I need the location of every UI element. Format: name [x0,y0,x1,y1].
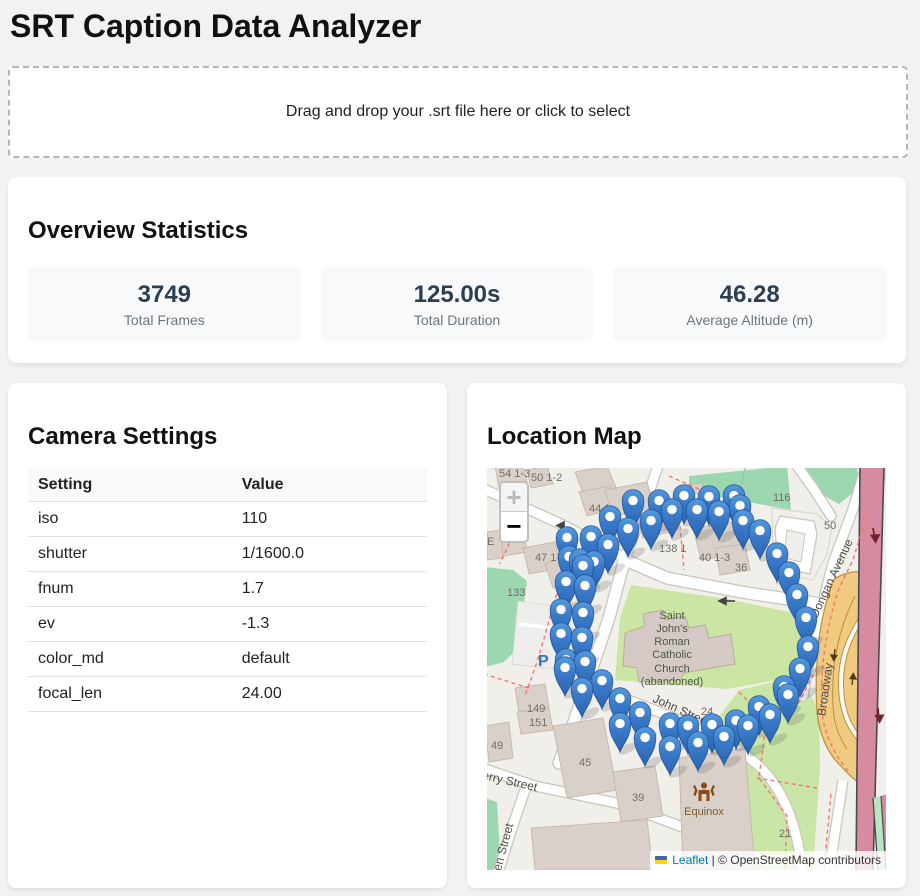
svg-text:E: E [487,536,494,548]
svg-text:40 1-3: 40 1-3 [699,552,730,564]
svg-text:21: 21 [779,828,791,840]
svg-text:116: 116 [773,492,791,504]
svg-text:50: 50 [824,520,836,532]
svg-text:P: P [538,653,549,670]
svg-text:Church: Church [654,663,689,675]
svg-text:Saint: Saint [659,610,684,622]
svg-text:Roman: Roman [654,636,689,648]
svg-text:149: 149 [527,703,545,715]
svg-text:49: 49 [491,740,503,752]
svg-text:54 1-3: 54 1-3 [499,468,530,480]
svg-text:36: 36 [735,562,747,574]
svg-text:151: 151 [529,717,547,729]
svg-text:138 1: 138 1 [659,543,687,555]
svg-text:50 1-2: 50 1-2 [531,472,562,484]
svg-text:(abandoned): (abandoned) [641,676,703,688]
svg-text:39: 39 [632,792,644,804]
svg-text:45: 45 [579,757,591,769]
svg-text:Catholic: Catholic [652,649,692,661]
svg-text:Equinox: Equinox [684,806,724,818]
svg-text:133: 133 [507,587,525,599]
svg-text:John's: John's [656,623,688,635]
